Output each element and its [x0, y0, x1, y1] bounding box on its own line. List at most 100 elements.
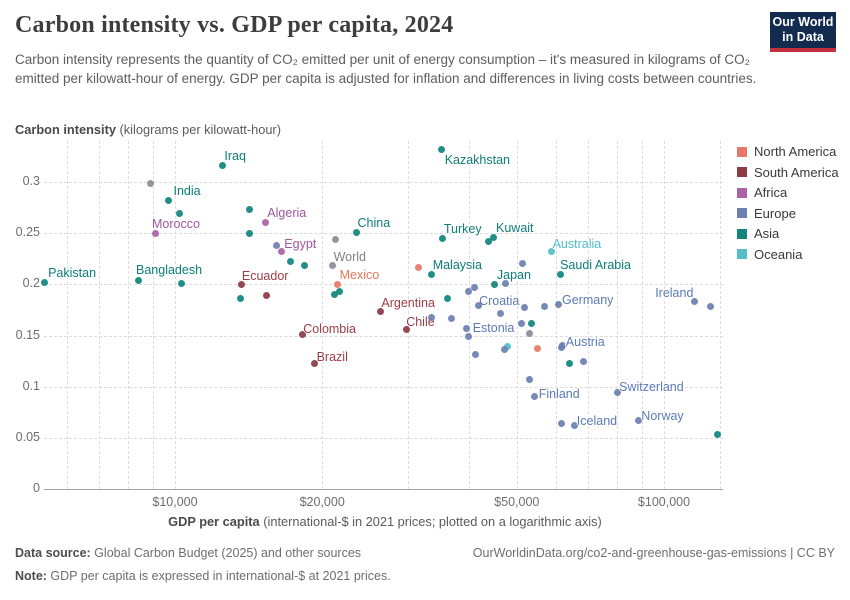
data-point[interactable]: [713, 431, 721, 439]
data-point[interactable]: [475, 302, 483, 310]
data-point-algeria[interactable]: [261, 218, 269, 226]
legend-item-south-america[interactable]: South America: [737, 165, 839, 180]
data-point-world[interactable]: [329, 261, 337, 269]
data-point[interactable]: [706, 303, 714, 311]
country-label-brazil[interactable]: Brazil: [316, 350, 348, 365]
data-point[interactable]: [526, 330, 534, 337]
country-label-switzerland[interactable]: Switzerland: [619, 379, 684, 394]
country-label-kazakhstan[interactable]: Kazakhstan: [444, 153, 511, 168]
data-point-malaysia[interactable]: [428, 270, 436, 278]
data-point[interactable]: [465, 333, 473, 341]
data-point[interactable]: [471, 350, 479, 358]
data-point[interactable]: [521, 304, 529, 312]
country-label-bangladesh[interactable]: Bangladesh: [136, 263, 203, 278]
data-point-norway[interactable]: [634, 417, 642, 424]
data-point[interactable]: [465, 288, 473, 296]
data-point-germany[interactable]: [554, 301, 562, 309]
data-point-ireland[interactable]: [690, 298, 698, 306]
data-point-pakistan[interactable]: [40, 278, 48, 286]
legend-item-oceania[interactable]: Oceania: [737, 247, 839, 262]
legend-item-asia[interactable]: Asia: [737, 226, 839, 241]
data-point[interactable]: [497, 309, 504, 317]
data-point-egypt[interactable]: [277, 248, 285, 256]
data-point-morocco[interactable]: [151, 229, 159, 237]
data-point-china[interactable]: [353, 228, 360, 236]
data-point-kuwait[interactable]: [489, 233, 497, 241]
country-label-saudi-arabia[interactable]: Saudi Arabia: [560, 258, 631, 273]
data-point[interactable]: [332, 235, 340, 243]
data-point[interactable]: [447, 314, 455, 322]
data-point[interactable]: [534, 345, 542, 353]
data-point-australia[interactable]: [548, 248, 556, 256]
data-point[interactable]: [246, 229, 253, 237]
country-label-australia[interactable]: Australia: [552, 236, 602, 251]
data-point[interactable]: [485, 237, 493, 245]
data-point[interactable]: [414, 263, 422, 271]
data-point-japan[interactable]: [491, 280, 499, 288]
data-point-finland[interactable]: [531, 393, 539, 401]
data-point-estonia[interactable]: [463, 324, 471, 332]
data-point-iceland[interactable]: [571, 422, 579, 430]
legend-item-africa[interactable]: Africa: [737, 185, 839, 200]
legend-item-north-america[interactable]: North America: [737, 144, 839, 159]
country-label-iraq[interactable]: Iraq: [224, 148, 246, 163]
data-point[interactable]: [301, 261, 308, 269]
legend-item-europe[interactable]: Europe: [737, 206, 839, 221]
country-label-colombia[interactable]: Colombia: [303, 321, 356, 336]
country-label-austria[interactable]: Austria: [565, 334, 605, 349]
country-label-kuwait[interactable]: Kuwait: [496, 221, 534, 236]
data-point[interactable]: [246, 206, 253, 214]
data-point[interactable]: [566, 359, 574, 367]
country-label-germany[interactable]: Germany: [562, 292, 614, 307]
country-label-egypt[interactable]: Egypt: [284, 236, 317, 251]
data-point[interactable]: [526, 376, 534, 383]
owid-url-link[interactable]: OurWorldinData.org/co2-and-greenhouse-ga…: [472, 546, 835, 560]
data-point[interactable]: [146, 179, 154, 187]
data-point[interactable]: [263, 292, 271, 300]
data-point[interactable]: [286, 258, 294, 266]
data-point[interactable]: [501, 346, 509, 354]
data-point[interactable]: [519, 260, 527, 268]
country-label-malaysia[interactable]: Malaysia: [432, 258, 483, 273]
data-point-saudi-arabia[interactable]: [556, 270, 564, 278]
data-point-ecuador[interactable]: [238, 280, 246, 288]
data-point[interactable]: [428, 313, 436, 321]
data-point-bangladesh[interactable]: [134, 276, 142, 284]
data-point[interactable]: [557, 344, 565, 352]
data-point[interactable]: [504, 343, 512, 351]
country-label-chile[interactable]: Chile: [406, 315, 435, 330]
data-point-iraq[interactable]: [218, 162, 226, 170]
country-label-world[interactable]: World: [333, 250, 367, 264]
country-label-turkey[interactable]: Turkey: [443, 222, 482, 237]
data-point[interactable]: [580, 357, 588, 365]
country-label-china[interactable]: China: [357, 216, 391, 231]
data-point[interactable]: [177, 279, 185, 287]
data-point-argentina[interactable]: [376, 307, 384, 315]
country-label-ireland[interactable]: Ireland: [655, 285, 694, 300]
data-point[interactable]: [557, 420, 565, 427]
country-label-ecuador[interactable]: Ecuador: [241, 269, 289, 284]
country-label-india[interactable]: India: [173, 183, 201, 198]
country-label-pakistan[interactable]: Pakistan: [48, 266, 97, 281]
data-point-kazakhstan[interactable]: [438, 145, 446, 153]
data-point-croatia[interactable]: [470, 284, 478, 291]
data-point-switzerland[interactable]: [613, 389, 621, 397]
country-label-algeria[interactable]: Algeria: [267, 206, 307, 220]
data-point-india[interactable]: [165, 197, 172, 204]
data-point[interactable]: [528, 319, 536, 327]
country-label-norway[interactable]: Norway: [641, 408, 684, 423]
country-label-japan[interactable]: Japan: [496, 268, 531, 283]
data-point-turkey[interactable]: [439, 234, 447, 242]
country-label-morocco[interactable]: Morocco: [152, 217, 200, 232]
country-label-argentina[interactable]: Argentina: [381, 296, 435, 310]
country-label-estonia[interactable]: Estonia: [472, 321, 515, 336]
country-label-iceland[interactable]: Iceland: [576, 413, 618, 428]
owid-logo[interactable]: Our World in Data: [770, 12, 836, 52]
data-point[interactable]: [336, 288, 343, 296]
data-point[interactable]: [236, 295, 244, 303]
data-point[interactable]: [502, 279, 509, 287]
country-label-finland[interactable]: Finland: [538, 386, 580, 401]
data-point[interactable]: [518, 319, 526, 327]
data-point-chile[interactable]: [402, 325, 410, 333]
country-label-croatia[interactable]: Croatia: [479, 293, 520, 308]
